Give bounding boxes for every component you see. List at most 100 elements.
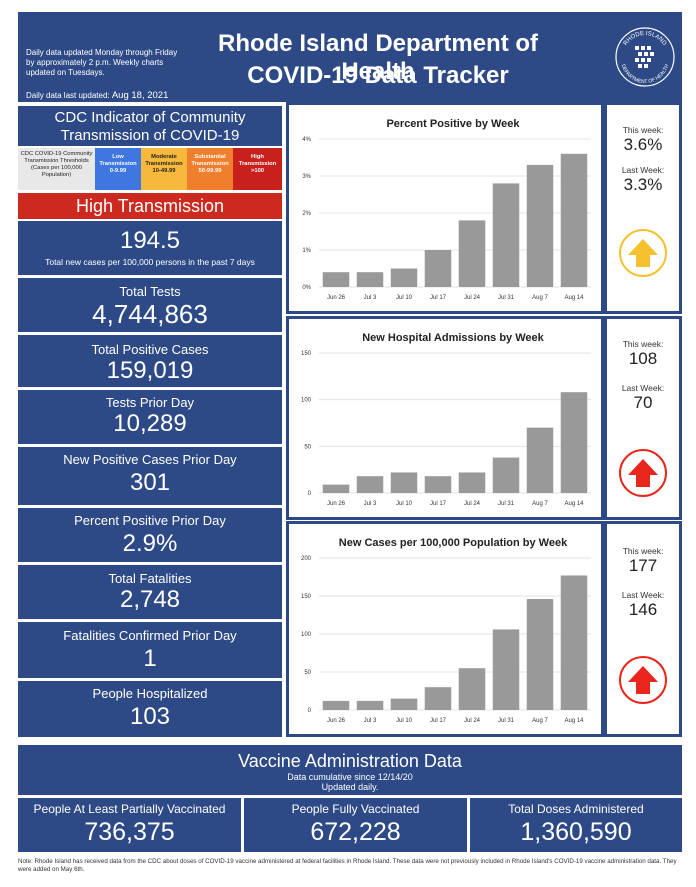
tests-prior-day-value: 10,289	[113, 410, 187, 437]
x-tick-label: Jul 10	[396, 295, 413, 301]
total-tests-label: Total Tests	[119, 284, 181, 299]
hospitalized-card: People Hospitalized 103	[18, 681, 282, 737]
this-week-label: This week:	[622, 339, 664, 349]
bar	[458, 472, 486, 493]
x-tick-label: Jul 17	[430, 501, 447, 507]
last-updated-label: Daily data last updated:	[26, 91, 110, 100]
fatalities-prior-day-card: Fatalities Confirmed Prior Day 1	[18, 622, 282, 678]
last-week-label: Last Week:	[621, 590, 665, 600]
update-schedule-note: Daily data updated Monday through Friday…	[26, 48, 178, 77]
x-tick-label: Jul 3	[364, 718, 377, 724]
vaccine-data-since: Data cumulative since 12/14/20	[287, 772, 413, 782]
y-tick-label: 1%	[302, 248, 311, 254]
last-week-value: 70	[633, 393, 653, 412]
x-tick-label: Jul 31	[498, 501, 515, 507]
y-tick-label: 150	[301, 351, 312, 357]
bar	[322, 700, 350, 710]
threshold-low-range: 0-9.99	[109, 168, 127, 174]
hospital-admissions-week-panel: This week: 108 Last Week: 70	[604, 316, 682, 520]
total-fatalities-value: 2,748	[119, 586, 181, 613]
ri-health-seal-logo: RHODE ISLAND DEPARTMENT OF HEALTH	[615, 27, 675, 87]
tests-prior-day-label: Tests Prior Day	[105, 395, 195, 410]
bar	[526, 164, 554, 287]
bar	[458, 220, 486, 287]
threshold-legend-caption: CDC COVID-19 Community Transmission Thre…	[18, 148, 95, 190]
bar	[526, 427, 554, 493]
threshold-caption-text: CDC COVID-19 Community Transmission Thre…	[20, 151, 93, 178]
partially-vaccinated-label: People At Least Partially Vaccinated	[33, 802, 226, 816]
x-tick-label: Aug 14	[564, 501, 584, 507]
threshold-moderate-label: Moderate Transmission	[145, 154, 183, 167]
total-fatalities-card: Total Fatalities 2,748	[18, 565, 282, 619]
bar	[390, 268, 418, 287]
x-tick-label: Jun 26	[327, 501, 346, 507]
x-tick-label: Jul 31	[498, 718, 515, 724]
percent-positive-prior-day-label: Percent Positive Prior Day	[74, 513, 226, 528]
page-subtitle: COVID-19 Data Tracker	[247, 62, 509, 89]
fully-vaccinated-value: 672,228	[310, 818, 401, 846]
bar	[356, 272, 384, 287]
percent-positive-prior-day-value: 2.9%	[122, 530, 178, 557]
last-week-label: Last Week:	[621, 383, 665, 393]
x-tick-label: Aug 14	[564, 718, 584, 724]
last-week-value: 146	[628, 600, 658, 619]
x-tick-label: Jul 17	[430, 718, 447, 724]
x-tick-label: Aug 7	[532, 295, 548, 301]
total-positive-card: Total Positive Cases 159,019	[18, 335, 282, 387]
bar	[424, 687, 452, 710]
y-tick-label: 50	[304, 444, 311, 450]
total-doses-card: Total Doses Administered 1,360,590	[470, 798, 682, 852]
transmission-status-badge: High Transmission	[18, 193, 282, 219]
fully-vaccinated-card: People Fully Vaccinated 672,228	[244, 798, 467, 852]
this-week-value: 108	[628, 349, 658, 368]
threshold-substantial-label: Substantial Transmission	[191, 154, 229, 167]
bar	[560, 575, 588, 710]
y-tick-label: 150	[301, 594, 312, 600]
new-cases-week-panel: This week: 177 Last Week: 146	[604, 521, 682, 737]
x-tick-label: Jul 3	[364, 501, 377, 507]
percent-positive-week-panel: This week: 3.6% Last Week: 3.3%	[604, 102, 682, 314]
threshold-substantial: Substantial Transmission 50-99.99	[187, 148, 233, 190]
bar	[424, 250, 452, 287]
x-tick-label: Jul 10	[396, 501, 413, 507]
header-banner: Daily data updated Monday through Friday…	[18, 12, 682, 102]
x-tick-label: Jul 10	[396, 718, 413, 724]
fatalities-prior-day-value: 1	[143, 645, 157, 672]
new-positive-prior-day-label: New Positive Cases Prior Day	[63, 452, 237, 467]
transmission-threshold-scale: CDC COVID-19 Community Transmission Thre…	[18, 148, 282, 190]
bar	[390, 698, 418, 710]
y-tick-label: 50	[304, 670, 311, 676]
x-tick-label: Aug 14	[564, 295, 584, 301]
last-updated: Daily data last updated: Aug 18, 2021	[26, 90, 168, 101]
x-tick-label: Jul 24	[464, 295, 481, 301]
y-tick-label: 100	[301, 632, 312, 638]
cdc-indicator-title: CDC Indicator of Community Transmission …	[18, 106, 282, 146]
bar	[492, 183, 520, 287]
footnote: Note: Rhode Island has received data fro…	[18, 858, 677, 873]
chart-title: Percent Positive by Week	[386, 118, 520, 130]
trend-up-arrow-icon	[619, 656, 667, 704]
percent-positive-prior-day-card: Percent Positive Prior Day 2.9%	[18, 508, 282, 562]
hospitalized-value: 103	[129, 703, 171, 730]
last-updated-value: Aug 18, 2021	[111, 90, 169, 101]
vaccine-update-frequency: Updated daily.	[321, 782, 379, 792]
cases-per-100k-label: Total new cases per 100,000 persons in t…	[45, 257, 255, 267]
x-tick-label: Jul 31	[498, 295, 515, 301]
threshold-low: Low Transmission 0-9.99	[95, 148, 141, 190]
this-week-label: This week:	[622, 125, 664, 135]
total-tests-value: 4,744,863	[92, 299, 208, 329]
new-positive-prior-day-card: New Positive Cases Prior Day 301	[18, 447, 282, 505]
x-tick-label: Aug 7	[532, 501, 548, 507]
trend-up-arrow-icon	[619, 229, 667, 277]
total-tests-card: Total Tests 4,744,863	[18, 278, 282, 332]
threshold-moderate-range: 10-49.99	[152, 168, 176, 174]
chart-title: New Hospital Admissions by Week	[362, 332, 544, 344]
bar	[322, 484, 350, 493]
tests-prior-day-card: Tests Prior Day 10,289	[18, 390, 282, 444]
total-positive-label: Total Positive Cases	[91, 342, 209, 357]
new-cases-chart-panel: New Cases per 100,000 Population by Week…	[286, 521, 604, 737]
vaccine-section-title: Vaccine Administration Data	[238, 751, 462, 771]
total-fatalities-label: Total Fatalities	[108, 571, 192, 586]
partially-vaccinated-card: People At Least Partially Vaccinated 736…	[18, 798, 241, 852]
hospital-admissions-chart: New Hospital Admissions by Week 0 50 100 150…	[301, 332, 591, 507]
